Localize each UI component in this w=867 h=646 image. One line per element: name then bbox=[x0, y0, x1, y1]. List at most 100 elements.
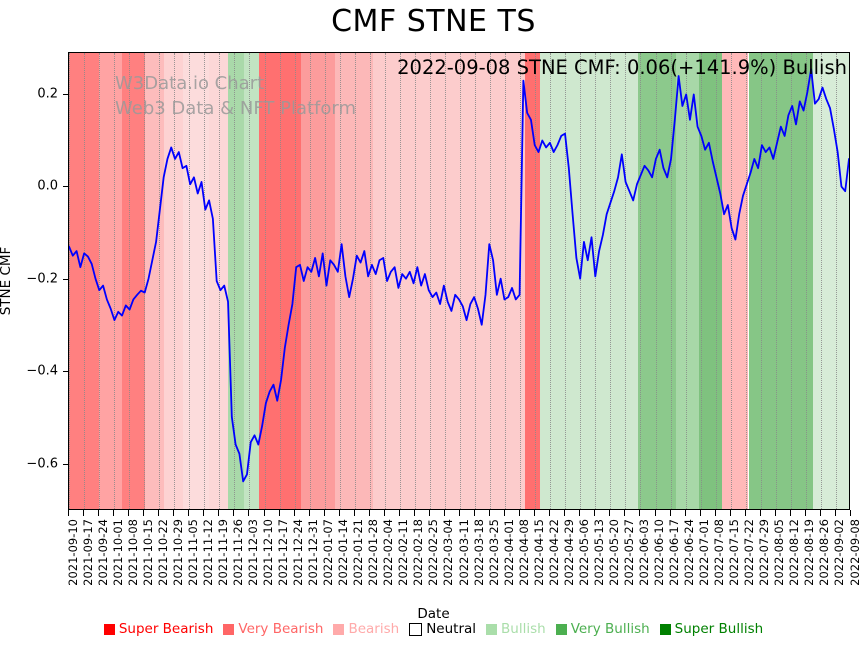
gridline bbox=[279, 53, 281, 509]
x-tick-label: 2022-04-22 bbox=[546, 519, 561, 586]
x-tick-label: 2022-01-07 bbox=[321, 519, 336, 586]
gridline bbox=[339, 53, 341, 509]
gridline bbox=[99, 53, 101, 509]
legend-item[interactable]: Very Bullish bbox=[555, 621, 650, 637]
gridline bbox=[429, 53, 431, 509]
gridline bbox=[745, 53, 747, 509]
x-tick-label: 2021-12-17 bbox=[276, 519, 291, 586]
sentiment-band bbox=[539, 53, 639, 509]
gridline bbox=[249, 53, 251, 509]
series-line bbox=[69, 69, 849, 481]
cmf-line-series bbox=[69, 53, 849, 509]
x-tick-label: 2022-07-15 bbox=[727, 519, 742, 586]
gridline bbox=[685, 53, 687, 509]
x-tick-label: 2021-10-08 bbox=[125, 519, 140, 586]
x-tick-label: 2022-09-08 bbox=[847, 519, 862, 586]
x-tick-label: 2022-03-18 bbox=[471, 519, 486, 586]
x-tick-mark bbox=[368, 510, 370, 516]
x-tick-label: 2021-10-22 bbox=[155, 519, 170, 586]
x-tick-mark bbox=[188, 510, 190, 516]
gridline bbox=[369, 53, 371, 509]
gridline bbox=[460, 53, 461, 509]
legend-item[interactable]: Super Bearish bbox=[103, 621, 213, 637]
legend-item[interactable]: Super Bullish bbox=[659, 621, 763, 637]
x-tick-label: 2021-09-24 bbox=[95, 519, 110, 586]
x-tick-mark bbox=[834, 510, 836, 516]
gridline bbox=[610, 53, 612, 509]
sentiment-band bbox=[209, 53, 229, 509]
legend-label: Very Bullish bbox=[570, 621, 650, 637]
x-tick-label: 2022-07-08 bbox=[712, 519, 727, 586]
x-tick-label: 2022-05-06 bbox=[576, 519, 591, 586]
x-tick-label: 2022-03-25 bbox=[486, 519, 501, 586]
y-tick-label: 0.2 bbox=[37, 86, 58, 102]
x-tick-label: 2022-04-29 bbox=[561, 519, 576, 586]
legend-item[interactable]: Bullish bbox=[486, 621, 546, 637]
x-tick-mark bbox=[474, 510, 476, 516]
x-tick-mark bbox=[233, 510, 235, 516]
legend-label: Neutral bbox=[426, 621, 477, 637]
legend-label: Bearish bbox=[348, 621, 400, 637]
x-tick-mark bbox=[323, 510, 325, 516]
x-tick-mark bbox=[850, 510, 851, 516]
x-tick-label: 2021-12-10 bbox=[261, 519, 275, 586]
x-tick-mark bbox=[819, 510, 821, 516]
x-tick-mark bbox=[293, 510, 295, 516]
sentiment-band bbox=[122, 53, 145, 509]
legend-swatch-icon bbox=[103, 623, 115, 635]
gridline bbox=[444, 53, 446, 509]
sentiment-band bbox=[243, 53, 259, 509]
x-tick-label: 2021-11-26 bbox=[230, 519, 245, 586]
gridline bbox=[234, 53, 236, 509]
x-tick-mark bbox=[639, 510, 641, 516]
y-tick-label: 0.0 bbox=[37, 178, 58, 194]
x-tick-label: 2022-02-25 bbox=[426, 519, 441, 586]
x-tick-mark bbox=[278, 510, 280, 516]
x-tick-mark bbox=[83, 510, 85, 516]
legend-swatch-icon bbox=[409, 622, 423, 636]
x-tick-label: 2021-10-29 bbox=[170, 519, 185, 586]
legend-item[interactable]: Neutral bbox=[409, 621, 476, 637]
gridline bbox=[69, 53, 70, 509]
x-tick-label: 2022-08-12 bbox=[787, 519, 802, 586]
watermark-line-2: Web3 Data & NFT Platform bbox=[115, 98, 357, 119]
y-tick-label: −0.4 bbox=[26, 363, 58, 379]
x-tick-label: 2022-02-11 bbox=[396, 519, 411, 586]
gridline bbox=[835, 53, 837, 509]
x-tick-label: 2022-07-22 bbox=[742, 519, 757, 586]
legend-swatch-icon bbox=[659, 623, 671, 635]
x-tick-mark bbox=[654, 510, 656, 516]
x-tick-mark bbox=[549, 510, 551, 516]
x-tick-mark bbox=[413, 510, 415, 516]
gridline bbox=[715, 53, 717, 509]
y-tick-mark bbox=[63, 371, 68, 373]
y-axis-label: STNE CMF bbox=[0, 246, 14, 316]
x-tick-mark bbox=[158, 510, 160, 516]
x-tick-label: 2022-06-17 bbox=[667, 519, 682, 586]
sentiment-band bbox=[144, 53, 164, 509]
legend-item[interactable]: Bearish bbox=[333, 621, 399, 637]
x-tick-label: 2021-11-12 bbox=[200, 519, 215, 586]
x-tick-mark bbox=[534, 510, 536, 516]
page-title: CMF STNE TS bbox=[331, 4, 536, 39]
x-tick-mark bbox=[519, 510, 521, 516]
x-tick-mark bbox=[338, 510, 340, 516]
sentiment-band bbox=[676, 53, 700, 509]
sentiment-band bbox=[163, 53, 183, 509]
status-readout: 2022-09-08 STNE CMF: 0.06(+141.9%) Bulli… bbox=[397, 56, 847, 79]
gridline bbox=[790, 53, 792, 509]
x-tick-mark bbox=[744, 510, 746, 516]
x-tick-mark bbox=[248, 510, 250, 516]
x-tick-label: 2022-08-19 bbox=[802, 519, 817, 586]
x-tick-label: 2022-04-15 bbox=[531, 519, 546, 586]
gridline bbox=[219, 53, 221, 509]
x-axis-label: Date bbox=[417, 606, 450, 622]
gridline bbox=[595, 53, 597, 509]
x-tick-label: 2022-03-11 bbox=[456, 519, 471, 586]
x-tick-mark bbox=[684, 510, 686, 516]
x-tick-label: 2021-12-31 bbox=[306, 519, 321, 586]
gridline bbox=[414, 53, 416, 509]
legend-item[interactable]: Very Bearish bbox=[223, 621, 323, 637]
y-tick-mark bbox=[63, 93, 68, 95]
